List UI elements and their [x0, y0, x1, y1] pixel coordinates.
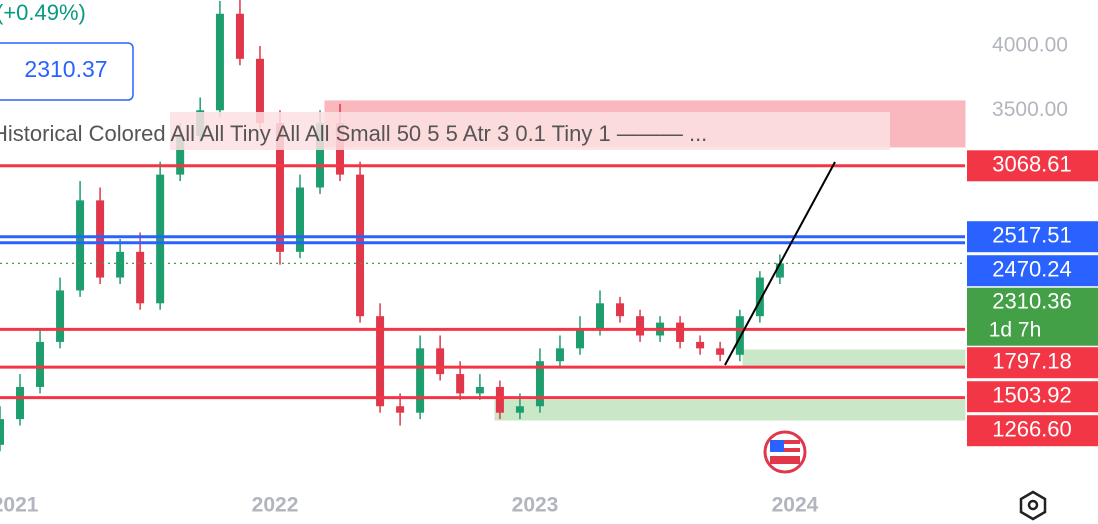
candle-body — [515, 406, 524, 413]
price-label: 2517.51 — [992, 223, 1072, 248]
axis: 4000.003500.001000.002021202220232024306… — [0, 33, 1098, 517]
candle-body — [376, 316, 385, 407]
candle-body — [176, 136, 185, 175]
price-label-bg — [967, 255, 1098, 287]
candle-body — [755, 277, 764, 317]
candle-body — [416, 348, 425, 413]
zone — [494, 399, 966, 421]
candle-body — [636, 316, 645, 336]
candle-body — [255, 58, 264, 124]
candle-body — [16, 386, 25, 420]
trend-line — [724, 161, 836, 366]
candle-body — [56, 290, 65, 342]
candle-body — [316, 123, 325, 188]
price-label-bg — [967, 381, 1098, 413]
candle-body — [116, 251, 125, 278]
candle-body — [616, 303, 625, 317]
price-label: 1503.92 — [992, 383, 1072, 408]
candle-body — [575, 329, 584, 349]
countdown: 1d 7h — [989, 318, 1042, 341]
candle-body — [396, 406, 405, 413]
candle-body — [475, 386, 484, 394]
candle-body — [596, 303, 605, 330]
candle-body — [356, 174, 365, 317]
price-label: 2310.36 — [992, 289, 1072, 314]
indicator-bg — [170, 112, 890, 150]
price-box[interactable] — [0, 42, 134, 101]
zone — [742, 349, 966, 366]
price-label-bg — [967, 287, 1098, 346]
price-label: 1266.60 — [992, 417, 1072, 442]
price-label-bg — [967, 150, 1098, 182]
candle-body — [235, 13, 244, 59]
candle-body — [555, 348, 564, 362]
candle-body — [696, 341, 705, 349]
candle-body — [36, 341, 45, 387]
candle-body — [76, 200, 85, 291]
price-label-bg — [967, 415, 1098, 447]
x-tick-label: 2022 — [252, 494, 299, 517]
x-tick-label: 2024 — [772, 494, 819, 517]
price-label: 3068.61 — [992, 152, 1072, 177]
y-tick-label: 4000.00 — [992, 33, 1068, 56]
price: 2310.37 — [24, 56, 107, 82]
flag-icon — [763, 430, 807, 474]
candle-body — [156, 174, 165, 304]
candle-body — [456, 374, 465, 394]
price-change: (+0.49%) — [0, 0, 86, 25]
candle-body — [136, 251, 145, 304]
candle-body — [775, 263, 784, 278]
plot — [0, 0, 965, 452]
price-label: 2470.24 — [992, 257, 1072, 282]
candle-body — [275, 123, 284, 252]
settings-icon[interactable] — [1019, 490, 1047, 521]
candle-body — [495, 386, 504, 413]
candle-body — [0, 419, 4, 445]
candle-body — [96, 200, 105, 278]
candle-body — [215, 13, 224, 111]
candle-body — [535, 361, 544, 407]
x-tick-label: 2021 — [0, 494, 39, 517]
candle-body — [676, 322, 685, 342]
x-tick-label: 2023 — [512, 494, 559, 517]
price-label: 1797.18 — [992, 349, 1072, 374]
candle-body — [296, 187, 305, 252]
y-tick-label: 3500.00 — [992, 98, 1068, 121]
candle-body — [716, 348, 725, 355]
candle-body — [436, 348, 445, 375]
indicator-text: Historical Colored All All Tiny All All … — [0, 121, 707, 146]
price-label-bg — [967, 347, 1098, 379]
price-label-bg — [967, 221, 1098, 253]
